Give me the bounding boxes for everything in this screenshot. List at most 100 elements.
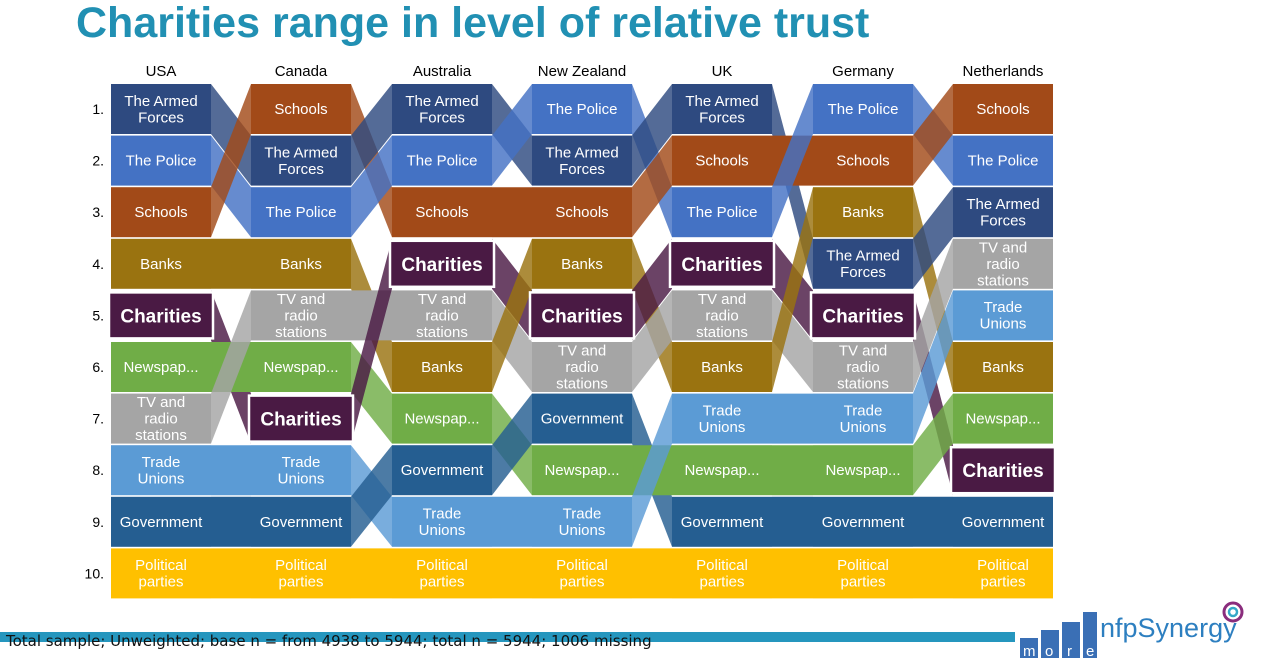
- footnote: Total sample; Unweighted; base n = from …: [6, 632, 652, 650]
- country-label: Australia: [413, 63, 472, 80]
- flow-tv: [632, 290, 672, 392]
- cell-label: radio: [144, 411, 177, 428]
- cell-label: Charities: [120, 306, 201, 327]
- cell-news: Newspap...: [813, 445, 913, 496]
- country-label: USA: [146, 63, 177, 80]
- cell-label: parties: [980, 574, 1025, 591]
- cell-label: Political: [696, 557, 748, 574]
- cell-label: Unions: [840, 419, 887, 436]
- cell-label: Newspap...: [825, 462, 900, 479]
- cell-label: Political: [837, 557, 889, 574]
- cell-gov: Government: [813, 496, 913, 547]
- cell-band: [953, 135, 1053, 186]
- flow-parties: [351, 548, 392, 599]
- cell-label: TV and: [979, 239, 1027, 256]
- cell-label: Schools: [836, 153, 889, 170]
- cell-label: The Police: [547, 101, 618, 118]
- flow-charities: [632, 238, 672, 341]
- cell-label: parties: [278, 574, 323, 591]
- cell-label: Banks: [421, 359, 463, 376]
- cell-label: radio: [565, 359, 598, 376]
- flow-unions: [913, 290, 953, 444]
- cell-band: [392, 135, 492, 186]
- cell-band: [532, 496, 632, 547]
- cell-news: Newspap...: [532, 445, 632, 496]
- cell-band: [111, 238, 211, 289]
- cell-label: The Armed: [826, 248, 899, 265]
- cell-label: Unions: [138, 470, 185, 487]
- cell-label: Forces: [559, 161, 605, 178]
- cell-label: TV and: [277, 291, 325, 308]
- cell-label: radio: [425, 307, 458, 324]
- cell-label: The Police: [968, 153, 1039, 170]
- cell-banks: Banks: [672, 342, 772, 392]
- cell-label: TV and: [698, 291, 746, 308]
- cell-label: parties: [419, 574, 464, 591]
- cell-band: [251, 548, 351, 599]
- cell-label: radio: [705, 307, 738, 324]
- cell-label: Charities: [401, 255, 482, 276]
- cell-label: Newspap...: [684, 462, 759, 479]
- flow-banks: [211, 238, 251, 289]
- cell-label: Government: [120, 514, 203, 531]
- cell-label: parties: [138, 574, 183, 591]
- cell-band: [251, 238, 351, 289]
- flow-parties: [211, 548, 251, 599]
- cell-label: The Police: [687, 204, 758, 221]
- cell-gov: Government: [532, 393, 632, 444]
- logo-block-e: [1083, 612, 1097, 658]
- flow-police: [211, 135, 251, 238]
- cell-schools: Schools: [672, 135, 772, 186]
- cell-band: [532, 84, 632, 134]
- flow-parties: [492, 548, 532, 599]
- cell-band: [251, 187, 351, 238]
- cell-label: stations: [275, 324, 327, 341]
- flow-schools: [351, 84, 392, 238]
- cell-label: Trade: [563, 506, 602, 523]
- cell-band: [532, 445, 632, 496]
- cell-charities: Charities: [949, 445, 1057, 495]
- country-label: New Zealand: [538, 63, 626, 80]
- cell-label: Political: [275, 557, 327, 574]
- cell-label: Unions: [559, 522, 606, 539]
- flow-news: [772, 445, 813, 496]
- cell-label: Banks: [842, 204, 884, 221]
- cell-label: Charities: [681, 255, 762, 276]
- cell-label: radio: [284, 307, 317, 324]
- cell-label: Newspap...: [965, 411, 1040, 428]
- cell-label: Banks: [140, 256, 182, 273]
- rank-flow-bands: [211, 84, 953, 599]
- cell-band: [532, 135, 632, 186]
- cell-band: [532, 187, 632, 238]
- cell-news: Newspap...: [251, 342, 351, 392]
- cell-band: [532, 548, 632, 599]
- cell-band: [251, 290, 351, 341]
- cell-label: The Police: [126, 153, 197, 170]
- cell-label: Banks: [982, 359, 1024, 376]
- country-label: Netherlands: [963, 63, 1044, 80]
- rank-label: 8.: [92, 462, 104, 478]
- cell-band: [953, 393, 1053, 444]
- cell-band: [251, 445, 351, 496]
- charities-box: [247, 394, 355, 443]
- cell-label: Government: [260, 514, 343, 531]
- cell-band: [392, 342, 492, 392]
- cell-band: [953, 238, 1053, 289]
- cell-band: [392, 187, 492, 238]
- cell-band: [111, 445, 211, 496]
- flow-unions: [632, 393, 672, 547]
- charities-box: [528, 291, 636, 340]
- cell-band: [672, 290, 772, 341]
- logo-block-o: [1041, 630, 1059, 658]
- cell-label: TV and: [418, 291, 466, 308]
